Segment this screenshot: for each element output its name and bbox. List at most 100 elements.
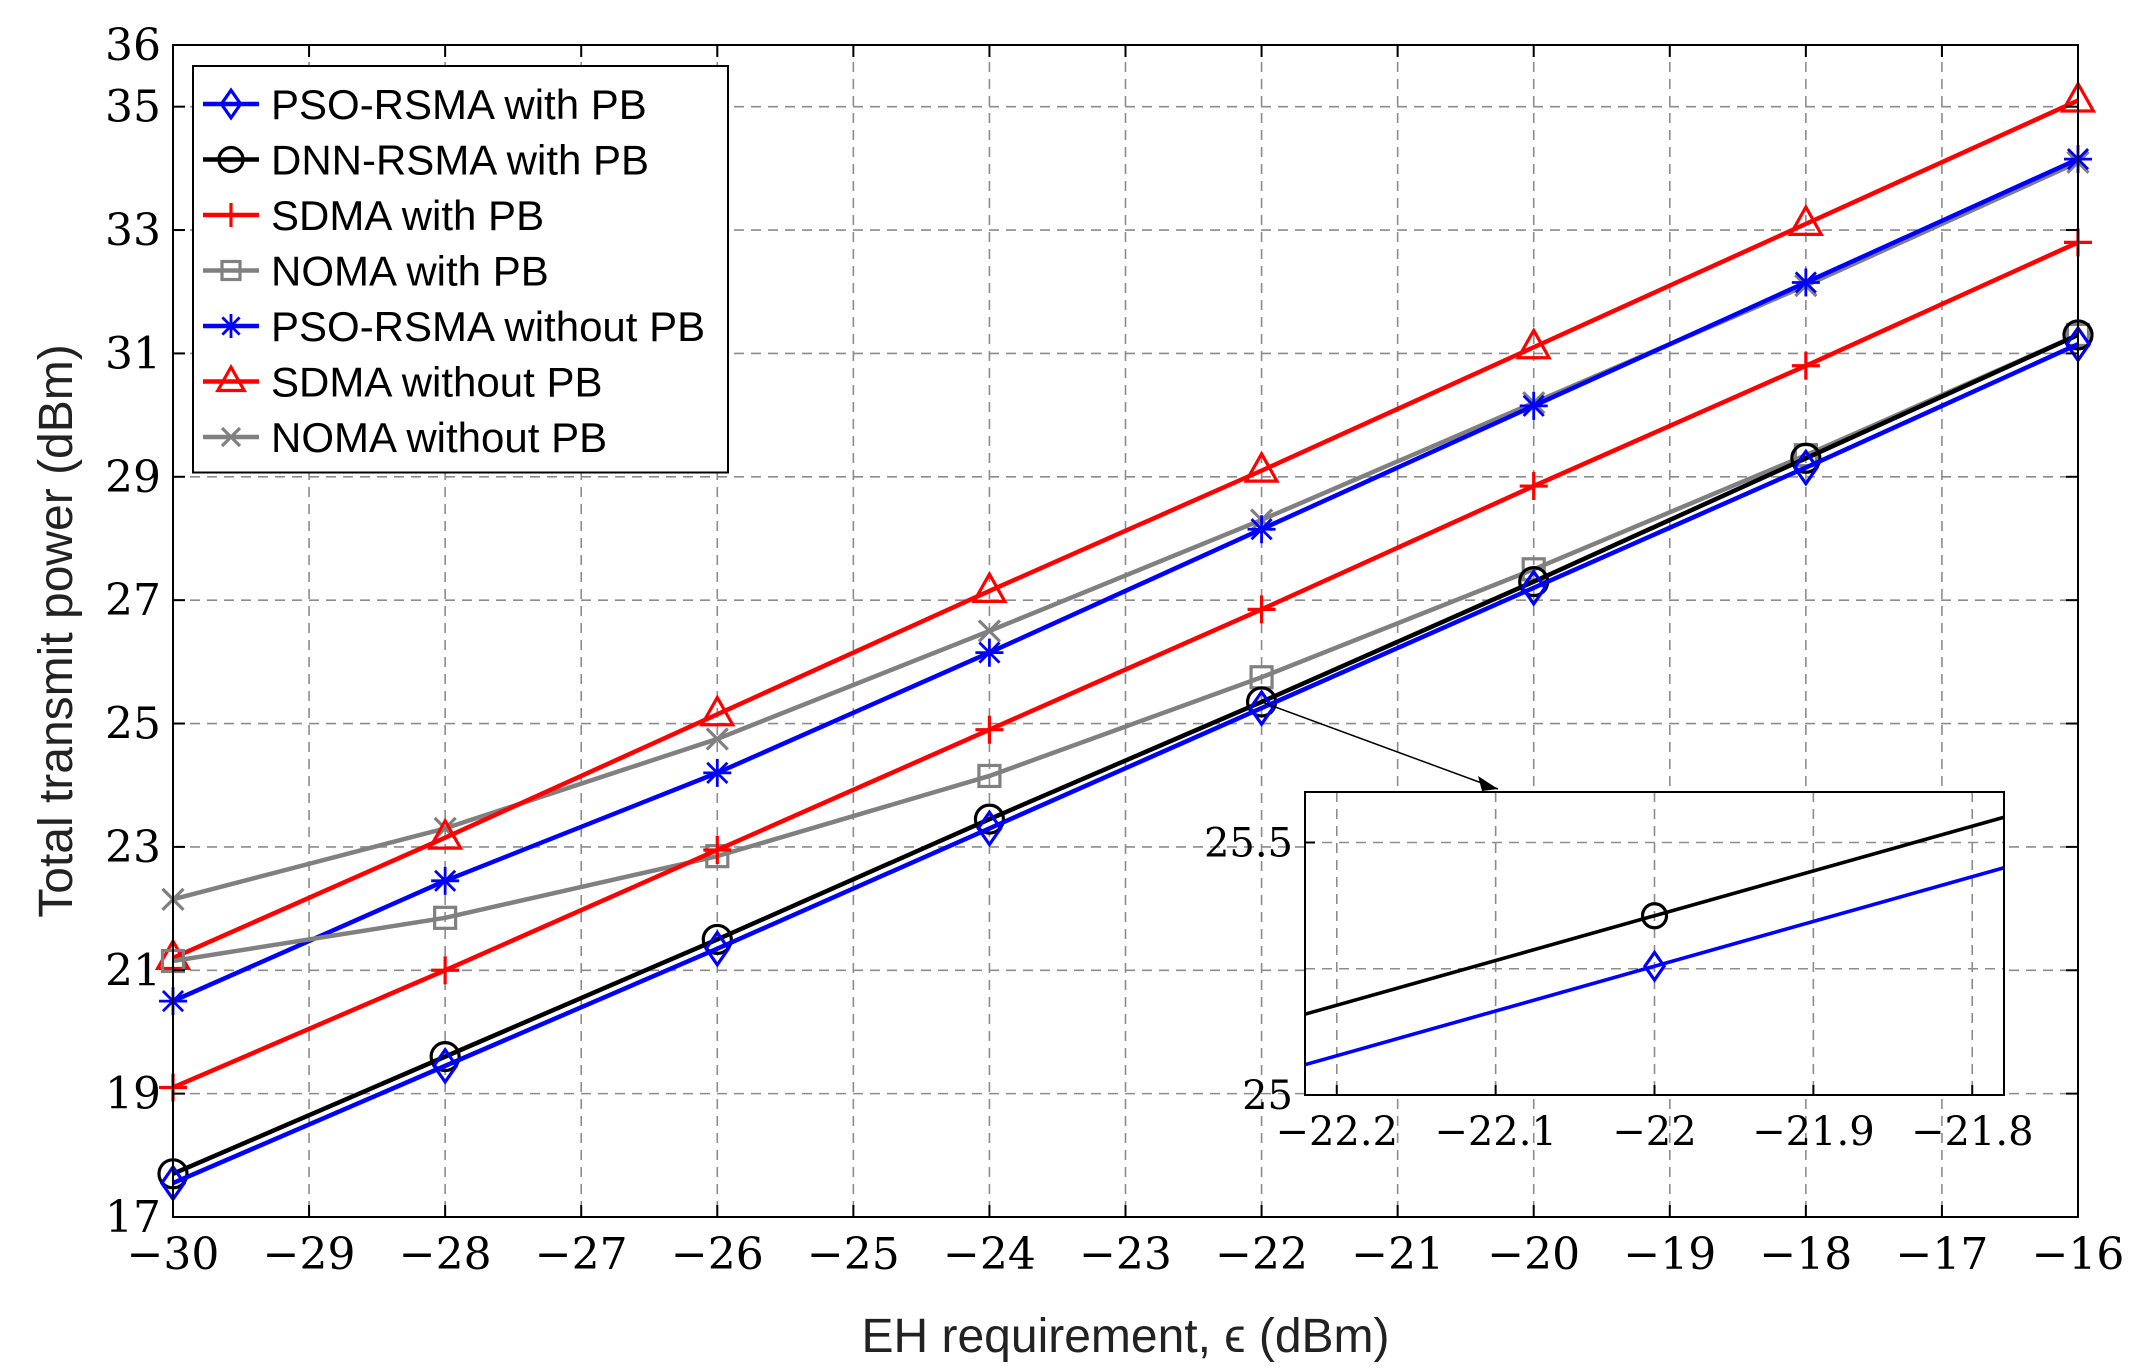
y-tick-label: 31 bbox=[105, 328, 161, 379]
square-marker bbox=[220, 259, 242, 282]
legend-box bbox=[192, 65, 729, 474]
triangle-marker bbox=[971, 570, 1008, 604]
circle-marker bbox=[217, 145, 245, 174]
legend-label: SDMA without PB bbox=[271, 359, 602, 406]
y-tick-label: 27 bbox=[105, 575, 161, 626]
diamond-marker bbox=[431, 1046, 459, 1085]
plus-marker bbox=[975, 715, 1004, 744]
legend-entry: SDMA with PB bbox=[203, 192, 544, 239]
series-dnn-rsma-with-pb bbox=[157, 319, 2094, 1190]
legend-label: PSO-RSMA without PB bbox=[271, 303, 705, 350]
inset-series-line bbox=[1304, 866, 2005, 1067]
legend-entry: SDMA without PB bbox=[203, 359, 602, 406]
diamond-marker bbox=[219, 87, 243, 121]
y-axis-label: Total transmit power (dBm) bbox=[30, 344, 83, 918]
inset-series-dnn-rsma-with-pb bbox=[1304, 815, 2005, 1016]
x-tick-label: −19 bbox=[1623, 1229, 1716, 1280]
inset-x-tick-label: −21.8 bbox=[1911, 1109, 2034, 1155]
x-tick-label: −25 bbox=[807, 1229, 900, 1280]
series-line bbox=[172, 240, 2079, 1090]
legend-label: NOMA with PB bbox=[271, 248, 549, 295]
x-tick-label: −20 bbox=[1487, 1229, 1580, 1280]
diamond-marker bbox=[1520, 568, 1547, 607]
y-tick-label: 35 bbox=[105, 82, 161, 133]
x-tick-label: −16 bbox=[2032, 1229, 2125, 1280]
square-marker bbox=[433, 905, 458, 930]
legend-entry: PSO-RSMA without PB bbox=[203, 303, 705, 350]
asterisk-marker bbox=[431, 866, 460, 895]
legend-label: NOMA without PB bbox=[271, 414, 607, 461]
main-ticks: −30 −29 −28 −27 −26 −25 −24 −23 −22 −21 −20 −19 −18 −… bbox=[105, 20, 2124, 1280]
plus-marker bbox=[219, 203, 243, 227]
plus-marker bbox=[431, 956, 460, 985]
inset-x-tick-label: −22.1 bbox=[1434, 1109, 1557, 1155]
diamond-marker bbox=[1792, 448, 1820, 487]
asterisk-marker bbox=[1247, 515, 1276, 544]
plus-marker bbox=[1519, 472, 1548, 501]
x-tick-label: −28 bbox=[399, 1229, 492, 1280]
circle-marker bbox=[1640, 902, 1669, 930]
asterisk-marker bbox=[1519, 391, 1548, 420]
circle-marker bbox=[429, 1041, 461, 1073]
plus-marker bbox=[1247, 595, 1276, 624]
y-tick-label: 19 bbox=[105, 1069, 161, 1120]
series-line bbox=[172, 332, 2079, 964]
inset-x-tick-label: −22.2 bbox=[1275, 1109, 1398, 1155]
triangle-marker bbox=[1243, 450, 1280, 483]
asterisk-marker bbox=[975, 638, 1004, 667]
y-tick-label: 29 bbox=[105, 452, 161, 503]
triangle-marker bbox=[699, 694, 736, 727]
triangle-marker bbox=[427, 817, 464, 850]
inset-x-tick-label: −21.9 bbox=[1752, 1109, 1875, 1155]
triangle-marker bbox=[1787, 203, 1824, 236]
y-tick-label: 36 bbox=[105, 20, 161, 71]
zoom-arrow bbox=[1261, 701, 1499, 791]
asterisk-marker bbox=[1791, 268, 1820, 297]
triangle-marker bbox=[215, 363, 247, 393]
legend-entry: NOMA without PB bbox=[203, 414, 607, 461]
asterisk-marker bbox=[703, 758, 732, 787]
diamond-marker bbox=[1642, 949, 1667, 983]
x-tick-label: −29 bbox=[263, 1229, 356, 1280]
y-tick-label: 23 bbox=[105, 822, 161, 873]
x-marker bbox=[220, 426, 242, 448]
y-tick-label: 25 bbox=[105, 699, 161, 750]
legend-label: SDMA with PB bbox=[271, 192, 544, 239]
diamond-marker bbox=[1248, 689, 1275, 728]
legend-label: DNN-RSMA with PB bbox=[271, 137, 649, 184]
inset-series-line bbox=[1304, 815, 2005, 1016]
x-tick-label: −27 bbox=[535, 1229, 628, 1280]
y-tick-label: 33 bbox=[105, 205, 161, 256]
x-tick-label: −23 bbox=[1079, 1229, 1172, 1280]
x-tick-label: −18 bbox=[1759, 1229, 1852, 1280]
diamond-marker bbox=[704, 929, 731, 968]
circle-marker bbox=[973, 803, 1006, 835]
x-tick-label: −30 bbox=[127, 1229, 220, 1280]
zoom-arrow-line bbox=[1261, 701, 1499, 790]
asterisk-marker bbox=[219, 314, 243, 338]
x-tick-label: −26 bbox=[671, 1229, 764, 1280]
inset-y-tick-label: 25.5 bbox=[1204, 821, 1293, 867]
x-tick-label: −21 bbox=[1351, 1229, 1444, 1280]
legend: PSO-RSMA with PB DNN-RSMA with PB SDMA wit… bbox=[192, 65, 729, 474]
legend-entry: DNN-RSMA with PB bbox=[203, 137, 649, 184]
series-line bbox=[172, 342, 2079, 1186]
circle-marker bbox=[701, 923, 733, 956]
inset-y-tick-label: 25 bbox=[1242, 1073, 1293, 1119]
x-tick-label: −24 bbox=[943, 1229, 1036, 1280]
series-line bbox=[172, 332, 2079, 1176]
plus-marker bbox=[1791, 351, 1820, 380]
legend-label: PSO-RSMA with PB bbox=[271, 81, 647, 128]
inset-zoom-plot: −22.2 −22.1 −22 −21.9 −21.8 25 25.5 bbox=[1204, 791, 2034, 1155]
x-tick-label: −22 bbox=[1215, 1229, 1308, 1280]
plus-marker bbox=[703, 835, 732, 864]
legend-entry: NOMA with PB bbox=[203, 248, 549, 295]
circle-marker bbox=[1790, 442, 1822, 474]
square-marker bbox=[977, 763, 1002, 789]
series-line bbox=[172, 157, 2079, 1004]
x-axis-label: EH requirement, ϵ (dBm) bbox=[861, 1310, 1389, 1363]
x-marker bbox=[705, 727, 729, 751]
x-marker bbox=[977, 619, 1002, 643]
legend-entry: PSO-RSMA with PB bbox=[203, 81, 647, 128]
